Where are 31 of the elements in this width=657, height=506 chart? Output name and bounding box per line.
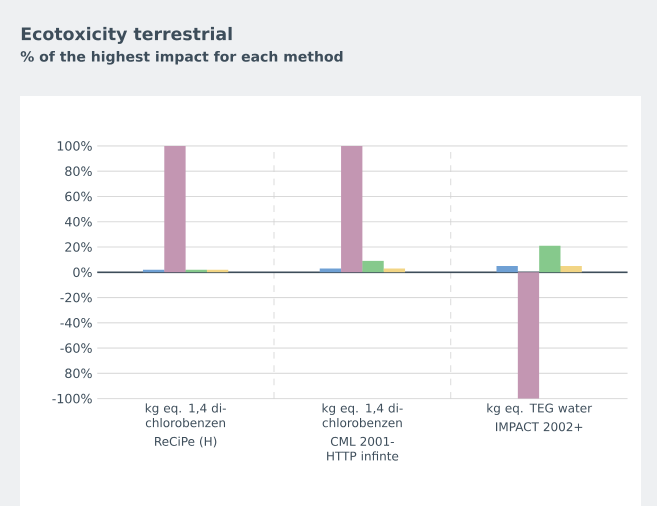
y-tick-label: 60% bbox=[65, 192, 92, 202]
bar bbox=[560, 266, 582, 272]
text: kg eq. TEG water bbox=[487, 403, 592, 415]
bar bbox=[206, 270, 228, 272]
y-tick-label: -60% bbox=[60, 343, 92, 353]
bar bbox=[142, 270, 164, 272]
text: kg eq. 1,4 di-chlorobenzen bbox=[322, 403, 403, 428]
y-tick-label: 20% bbox=[65, 242, 92, 252]
y-tick-label: -20% bbox=[60, 292, 92, 302]
y-tick-label: -40% bbox=[60, 318, 92, 328]
bar bbox=[186, 270, 207, 272]
x-tick-label: IMPACT 2002+ bbox=[496, 422, 582, 432]
y-tick-label: 80% bbox=[65, 368, 92, 378]
y-tick-label: 40% bbox=[64, 216, 92, 227]
bar bbox=[496, 266, 518, 272]
bar bbox=[518, 272, 540, 399]
text: kg eq. 1,4 di-chlorobenzen bbox=[146, 403, 226, 428]
y-tick-label: 100% bbox=[58, 141, 92, 151]
x-tick-label: CML 2001- HTTP infinte bbox=[327, 436, 398, 461]
y-tick-label: -100% bbox=[52, 394, 92, 404]
y-tick-label: 80% bbox=[65, 166, 92, 176]
bar bbox=[384, 268, 406, 272]
bar bbox=[320, 268, 342, 272]
bar bbox=[539, 246, 560, 272]
bar bbox=[362, 260, 384, 272]
bar bbox=[164, 146, 186, 272]
chart-subtitle: % of the highest impact for each method bbox=[20, 50, 342, 65]
chart-title: Ecotoxicity terrestrial bbox=[22, 26, 232, 44]
y-tick-label: 0% bbox=[73, 267, 92, 278]
bar bbox=[341, 146, 362, 272]
x-tick-label: ReCiPe (H) bbox=[155, 436, 216, 448]
